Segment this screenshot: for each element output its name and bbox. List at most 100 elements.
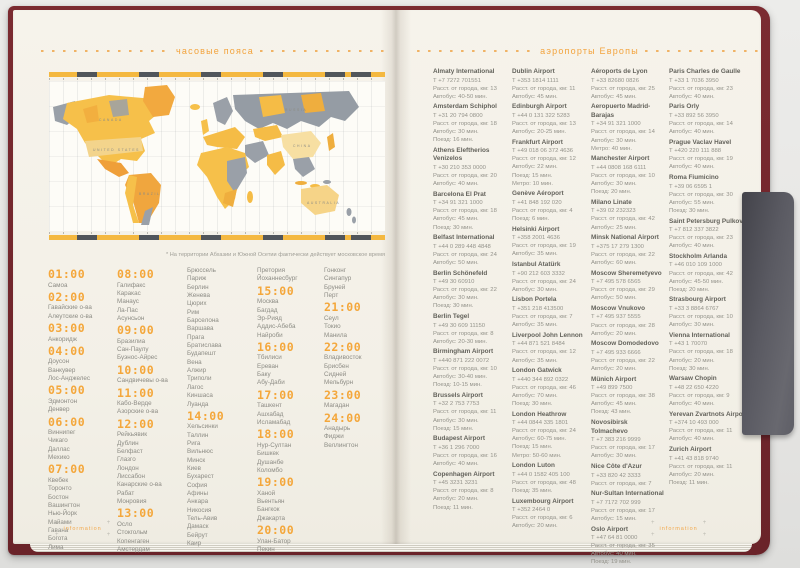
timezone-city: Абу-Даби <box>257 379 285 387</box>
timezone-city: Претория <box>257 267 286 274</box>
airport-detail-line: Поезд: 20 мин. <box>669 286 710 293</box>
timezone-city: Найроби <box>257 331 283 339</box>
timezone-city: Осло <box>117 520 133 528</box>
airport-detail-line: Расст. от города, км: 30 <box>669 191 733 198</box>
timezone-city: Веллингтон <box>324 441 358 449</box>
corner-cross-marks: + + <box>106 520 111 538</box>
airport-detail-line: Расст. от города, км: 4 <box>512 207 573 214</box>
airport-detail-line: Расст. от города, км: 24 <box>512 428 576 435</box>
timezone-city: Исламабад <box>257 418 291 426</box>
airport-name: Nur-Sultan International <box>591 490 664 498</box>
right-page-header: аэропорты Европы <box>417 46 763 56</box>
timezone-city: Богота <box>48 535 68 543</box>
timezone-city: Бостон <box>48 493 69 501</box>
airport-name: Edinburgh Airport <box>512 103 567 111</box>
dotted-divider <box>41 49 171 53</box>
timezone-city: Квебек <box>48 476 69 484</box>
airport-detail-line: Расст. от города, км: 11 <box>433 409 497 416</box>
airport-name: Frankfurt Airport <box>512 138 563 146</box>
airport-detail-line: Поезд: 15 мин. <box>512 172 553 179</box>
airport-detail-line: Расст. от города, км: 19 <box>669 156 733 163</box>
timezone-city: Бухарест <box>187 473 214 481</box>
airport-detail-line: Автобус: 35 мин. <box>512 251 558 258</box>
airport-detail-line: Расст. от города, км: 29 <box>591 287 655 294</box>
timezone-time: 11:00 <box>117 385 155 400</box>
airport-name: Paris Charles de Gaulle <box>669 68 741 75</box>
airport-detail-line: Т +47 64 81 0000 <box>591 535 638 542</box>
left-page-title: часовые пояса <box>176 46 254 56</box>
airport-entry: Liverpool John Lennon Т +44 871 521 8484 Р… <box>512 332 587 365</box>
timezone-city: Киншаса <box>187 392 213 400</box>
airport-column: Dublin Airport Т +353 1814 1111 Расст. от … <box>512 68 587 568</box>
airport-entry: Budapest Airport Т +36 1 296 7000 Расст. о… <box>433 435 508 468</box>
airport-name: Genève Aéroport <box>512 190 564 198</box>
timezone-city: Лима <box>48 543 64 551</box>
airport-detail-line: Автобус: 45 мин. <box>433 216 479 223</box>
timezone-city: Ереван <box>257 362 279 370</box>
airport-name: Budapest Airport <box>433 435 485 443</box>
airport-entry: Strasbourg Airport Т +33 3 8864 6767 Расст… <box>669 296 751 329</box>
timezone-time: 05:00 <box>48 383 86 398</box>
airport-detail-line: Т +440 344 892 0322 <box>512 376 569 383</box>
airport-detail-line: Автобус: 50 мин. <box>433 259 479 266</box>
timezone-city: Амстердам <box>117 545 150 553</box>
page-gutter <box>381 10 411 544</box>
airport-name: Novosibirsk Tolmachevo <box>591 419 628 435</box>
airport-detail-line: Поезд: 30 мин. <box>433 224 474 231</box>
airport-detail-line: Расст. от города, км: 12 <box>512 156 576 163</box>
airport-detail-line: Т +49 30 60910 <box>433 279 475 286</box>
map-country-label: CANADA <box>99 118 123 122</box>
airport-detail-line: Поезд: 11 мин. <box>669 479 709 486</box>
airport-entry: Minsk National Airport Т +375 17 279 1300… <box>591 234 665 267</box>
airport-name: Yerevan Zvartnots Airport <box>669 410 748 418</box>
airport-entry: Amsterdam Schiphol Т +31 20 794 0800 Расст… <box>433 103 508 144</box>
airport-detail-line: Т +39 02 232323 <box>591 208 636 215</box>
airport-detail-line: Автобус: 50 мин. <box>591 295 637 302</box>
airport-name: Almaty International <box>433 68 495 75</box>
airport-detail-line: Расст. от города, км: 11 <box>669 463 733 470</box>
timezone-city: Манаус <box>117 298 139 306</box>
airport-entry: Edinburgh Airport Т +44 0 131 322 5283 Рас… <box>512 103 587 136</box>
timezone-city: Женева <box>187 292 210 300</box>
timezone-time: 20:00 <box>257 523 295 538</box>
airport-name: Vienna International <box>669 331 730 339</box>
timezone-city: Брисбен <box>324 362 349 370</box>
airport-detail-line: Т +353 1814 1111 <box>512 77 559 84</box>
airport-detail-line: Автобус: 30 мин. <box>433 417 479 424</box>
airport-entry: Novosibirsk Tolmachevo Т +7 383 216 9999 Р… <box>591 419 665 460</box>
airport-entry: Barcelona El Prat Т +34 91 321 1000 Расст.… <box>433 191 508 232</box>
airport-entry: London Gatwick Т +440 344 892 0322 Расст. … <box>512 367 587 408</box>
timezone-city: Берлин <box>187 283 209 291</box>
airport-column: Paris Charles de Gaulle Т +33 1 7036 3950… <box>669 68 751 568</box>
timezone-time: 12:00 <box>117 416 155 431</box>
airport-detail-line: Автобус: 20 мин. <box>591 366 637 372</box>
airport-entry: Dublin Airport Т +353 1814 1111 Расст. от … <box>512 68 587 101</box>
airport-detail-line: Автобус: 30 мин. <box>591 453 637 460</box>
airport-entry: Münich Airport Т +49 899 7500 Расст. от го… <box>591 376 665 417</box>
timezone-city: Джакарта <box>257 514 286 522</box>
airport-entry: Moscow Sheremetyevo Т +7 495 578 6565 Расс… <box>591 270 665 303</box>
airport-name: Barcelona El Prat <box>433 190 486 198</box>
airport-detail-line: Т +34 91 321 1000 <box>591 121 641 128</box>
airport-detail-line: Т +374 10 493 000 <box>669 420 719 427</box>
timezone-city: Сан-Паулу <box>117 346 149 354</box>
airport-detail-line: Т +41 848 192 020 <box>512 199 562 206</box>
airport-detail-line: Автобус: 45 мин. <box>591 401 637 408</box>
timezone-time: 19:00 <box>257 475 295 490</box>
airport-entry: Aéroports de Lyon Т +33 82680 0826 Расст. … <box>591 68 665 101</box>
timezone-column: Претория Йоханнесбург 15:00 Москва Багдад Эр-… <box>257 267 324 554</box>
airport-detail-line: Расст. от города, км: 18 <box>433 208 497 215</box>
timezone-city: Ханой <box>257 489 276 497</box>
airport-detail-line: Поезд: 19 мин. <box>591 559 632 566</box>
corner-cross-marks: + + <box>55 520 59 538</box>
timezone-city: Вашингтон <box>48 502 80 509</box>
airport-detail-line: Т +43 1 70070 <box>669 341 708 348</box>
airport-column: Almaty International Т +7 7272 701551 Расс… <box>433 68 508 568</box>
airport-entry: Athens Eleftherios Venizelos Т +30 210 35… <box>433 147 508 188</box>
airport-entry: Aeropuerto Madrid-Barajas Т +34 91 321 10… <box>591 103 665 152</box>
airport-name: London Heathrow <box>512 410 567 418</box>
airport-detail-line: Т +375 17 279 1300 <box>591 243 644 250</box>
airport-detail-line: Т +420 220 111 888 <box>669 148 722 155</box>
airport-detail-line: Расст. от города, км: 7 <box>512 314 573 321</box>
airport-detail-line: Автобус: 20 мин. <box>669 357 715 364</box>
